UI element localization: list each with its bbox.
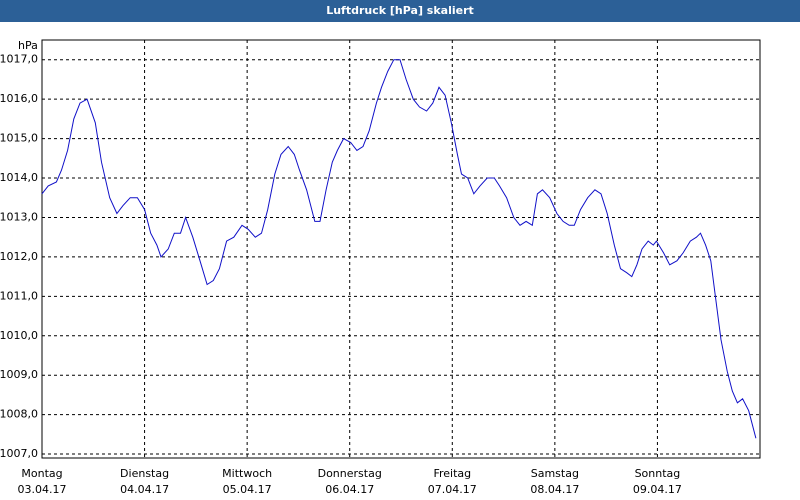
y-tick-label: 1007,0 [0,447,38,460]
x-tick-label: Montag [21,467,62,480]
y-unit: hPa [18,39,38,52]
y-tick-label: 1010,0 [0,329,38,342]
y-tick-label: 1015,0 [0,132,38,145]
x-tick-label: Sonntag [635,467,681,480]
y-tick-label: 1011,0 [0,289,38,302]
x-tick-date: 03.04.17 [18,483,67,496]
x-tick-date: 05.04.17 [223,483,272,496]
x-tick-date: 07.04.17 [428,483,477,496]
y-tick-label: 1017,0 [0,53,38,66]
chart-title: Luftdruck [hPa] skaliert [326,4,474,17]
x-tick-date: 06.04.17 [325,483,374,496]
y-tick-label: 1016,0 [0,92,38,105]
title-bar [0,0,800,22]
plot-frame [41,39,761,459]
y-tick-label: 1014,0 [0,171,38,184]
y-tick-label: 1009,0 [0,368,38,381]
x-tick-label: Freitag [433,467,471,480]
x-tick-label: Dienstag [120,467,169,480]
y-tick-label: 1008,0 [0,408,38,421]
x-tick-label: Samstag [531,467,579,480]
x-tick-label: Mittwoch [222,467,272,480]
y-tick-label: 1013,0 [0,210,38,223]
x-tick-date: 09.04.17 [633,483,682,496]
data-line [41,59,757,439]
x-tick-label: Donnerstag [318,467,382,480]
y-tick-label: 1012,0 [0,250,38,263]
x-tick-date: 08.04.17 [530,483,579,496]
x-tick-date: 04.04.17 [120,483,169,496]
